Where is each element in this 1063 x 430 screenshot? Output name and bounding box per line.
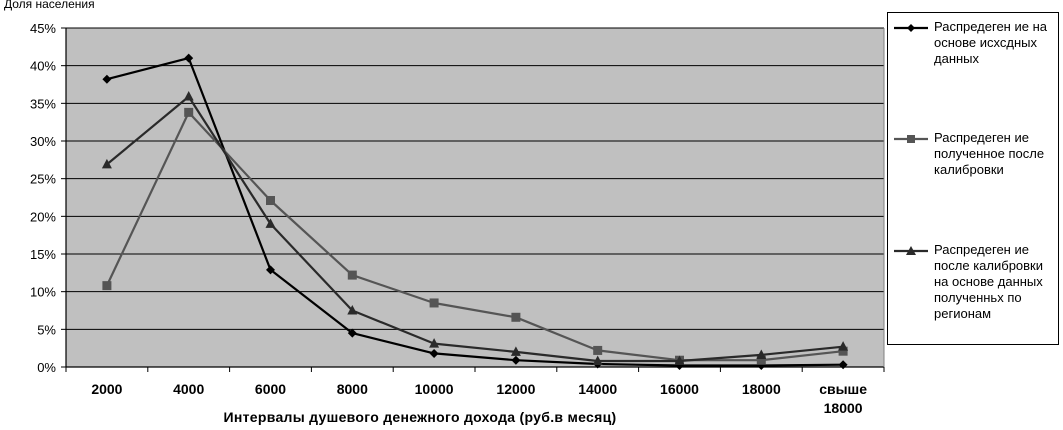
legend-label: Распредеген ие после калибровки на основ…	[934, 242, 1044, 321]
x-tick-label: 10000	[415, 381, 454, 397]
data-point-diamond	[184, 53, 194, 63]
x-tick-label: 8000	[337, 381, 368, 397]
x-tick-label: 4000	[173, 381, 204, 397]
legend: Распредеген ие на основе исхсдных данных…	[887, 12, 1059, 345]
data-point-triangle	[756, 349, 767, 359]
y-tick-label: 10%	[30, 285, 56, 300]
legend-line-triangle-icon	[894, 246, 928, 255]
data-point-square	[756, 355, 766, 365]
legend-line-diamond-icon	[894, 24, 928, 32]
x-tick-label: 2000	[91, 381, 122, 397]
x-tick-label: 6000	[255, 381, 286, 397]
data-point-square	[266, 196, 275, 206]
data-point-square	[511, 312, 521, 322]
x-tick-label: 18000	[742, 381, 781, 397]
data-point-triangle	[183, 91, 194, 101]
data-point-square	[593, 345, 603, 355]
data-point-triangle	[674, 355, 685, 365]
x-tick-label: 12000	[496, 381, 535, 397]
y-tick-label: 30%	[30, 134, 56, 149]
data-point-triangle	[347, 305, 358, 315]
data-point-triangle	[838, 341, 849, 351]
data-point-diamond	[266, 265, 275, 275]
y-tick-label: 40%	[30, 59, 56, 74]
data-point-triangle	[101, 158, 112, 169]
x-tick-label: свыше	[819, 381, 867, 397]
data-point-diamond	[511, 355, 521, 365]
data-point-triangle	[510, 346, 521, 356]
data-point-triangle	[265, 218, 276, 228]
data-point-square	[347, 270, 357, 280]
plot-area	[66, 28, 884, 367]
y-tick-label: 35%	[30, 96, 56, 111]
data-point-square	[102, 281, 112, 291]
data-point-triangle	[592, 355, 603, 365]
legend-label: Распредеген ие на основе исхсдных данных	[934, 19, 1047, 66]
series-line	[105, 111, 844, 362]
x-tick-label: 14000	[578, 381, 617, 397]
y-tick-label: 0%	[37, 360, 56, 375]
x-tick-label: 18000	[824, 400, 863, 416]
x-axis-title: Интервалы душевого денежного дохода (руб…	[223, 409, 617, 425]
data-point-diamond	[347, 328, 357, 338]
data-point-square	[838, 346, 848, 356]
series-line	[106, 56, 844, 367]
y-tick-label: 45%	[30, 21, 56, 36]
y-tick-label: 5%	[37, 322, 56, 337]
data-point-diamond	[429, 348, 439, 358]
y-tick-label: 20%	[30, 209, 56, 224]
data-point-diamond	[102, 74, 112, 84]
data-point-square	[429, 298, 439, 308]
y-tick-label: 25%	[30, 172, 56, 187]
data-point-triangle	[429, 338, 440, 348]
legend-line-square-icon	[894, 135, 928, 143]
y-axis-title: Доля населения	[4, 0, 95, 11]
data-point-square	[184, 107, 194, 117]
data-point-diamond	[838, 360, 848, 370]
series-line	[106, 95, 844, 363]
legend-label: Распредеген ие полученное после калибров…	[934, 130, 1045, 177]
y-tick-label: 15%	[30, 247, 56, 262]
x-tick-label: 16000	[660, 381, 699, 397]
